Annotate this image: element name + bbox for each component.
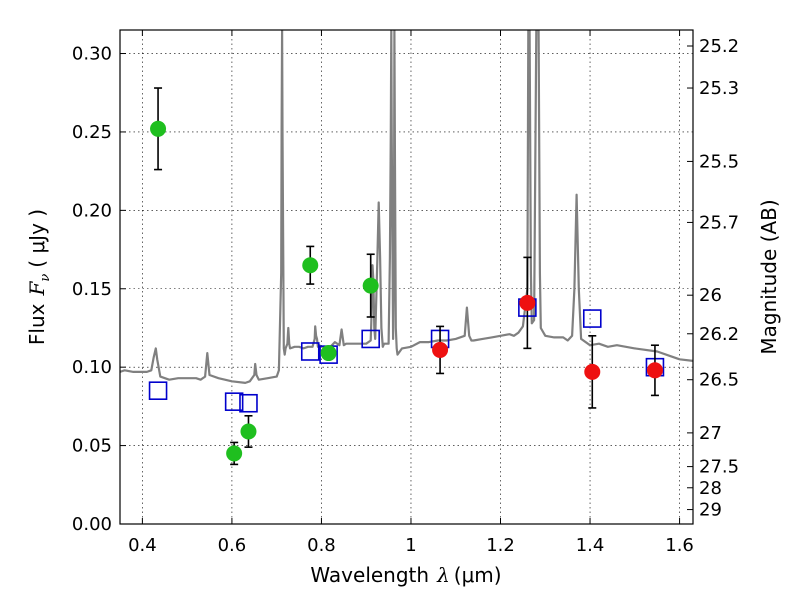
y2-tick-label: 26.5 <box>699 370 739 391</box>
model-spectrum-line <box>120 30 693 384</box>
y2-tick-label: 29 <box>699 500 722 521</box>
y-tick-label: 0.25 <box>72 122 112 143</box>
y2-tick-label: 25.3 <box>699 78 739 99</box>
axis-ticks: 0.4 0.6 0.8 1 1.2 1.4 1.6 0.00 0.05 0.10 0.15 0.20 0… <box>72 30 739 556</box>
x-tick-label: 1.4 <box>576 535 605 556</box>
model-photometry-point <box>582 309 602 328</box>
y2-tick-label: 25.5 <box>699 151 739 172</box>
y-tick-label: 0.30 <box>72 44 112 65</box>
model-photometry-point <box>148 381 168 400</box>
y2-tick-label: 26 <box>699 285 722 306</box>
observed-flux-point <box>226 445 243 462</box>
model-photometry-point <box>239 393 258 413</box>
y-tick-label: 0.20 <box>72 200 112 221</box>
observed-flux-point <box>240 423 257 440</box>
x-tick-label: 1.2 <box>486 535 515 556</box>
x-tick-label: 1.6 <box>665 535 694 556</box>
x-tick-label: 0.4 <box>128 535 157 556</box>
observed-flux-point <box>362 277 379 294</box>
x-axis-label: Wavelength λ (μm) <box>310 563 501 587</box>
x-tick-label: 1 <box>405 535 416 556</box>
plot-frame <box>119 29 694 525</box>
model-photometry-point <box>300 342 320 361</box>
observed-flux-point <box>432 341 449 358</box>
y-axis-label: FluxFν( μJy ) <box>25 209 53 345</box>
y2-tick-label: 25.7 <box>699 212 739 233</box>
y-tick-label: 0.15 <box>72 279 112 300</box>
y-tick-label: 0.05 <box>72 436 112 457</box>
y2-tick-label: 27.5 <box>699 457 739 478</box>
model-photometry-point <box>361 329 380 349</box>
y2-tick-label: 26.2 <box>699 324 739 345</box>
observed-flux-point <box>302 257 319 274</box>
observed-flux-point <box>519 294 536 311</box>
observed-flux-point <box>584 363 601 380</box>
y-tick-label: 0.10 <box>72 357 112 378</box>
y2-axis-label: Magnitude (AB) <box>757 199 781 354</box>
observed-flux-point <box>646 362 663 379</box>
observed-flux-point <box>320 345 337 362</box>
y2-tick-label: 27 <box>699 423 722 444</box>
x-tick-label: 0.8 <box>307 535 336 556</box>
y2-tick-label: 28 <box>699 478 722 499</box>
model-photometry-point <box>224 392 244 411</box>
y-tick-label: 0.00 <box>72 514 112 535</box>
observed-flux-point <box>150 120 167 137</box>
plot-area <box>120 30 693 466</box>
y2-tick-label: 25.2 <box>699 36 739 57</box>
x-tick-label: 0.6 <box>218 535 247 556</box>
